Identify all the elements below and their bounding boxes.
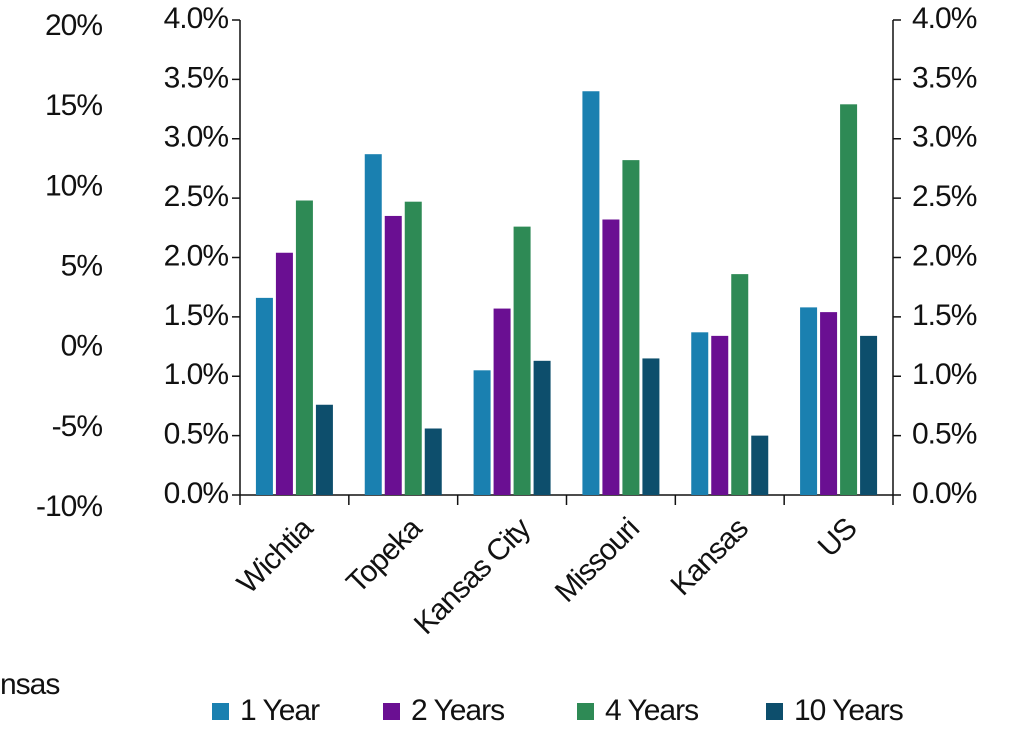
bar xyxy=(642,358,660,495)
bar xyxy=(424,428,442,495)
background-tick-label: 10% xyxy=(45,169,102,202)
bar xyxy=(384,215,402,495)
bar xyxy=(840,104,858,495)
bar xyxy=(255,297,273,495)
background-tick-label: 15% xyxy=(45,89,102,122)
background-tick-label: 20% xyxy=(45,9,102,42)
y-tick-label: 4.0% xyxy=(164,2,229,35)
bar xyxy=(860,335,878,495)
y-tick-label: 3.5% xyxy=(164,61,229,94)
y2-tick-label: 4.0% xyxy=(912,2,977,35)
legend-label: 10 Years xyxy=(794,694,903,727)
x-tick-label: US xyxy=(812,512,863,563)
x-tick-label: Topeka xyxy=(340,511,428,599)
legend-swatch xyxy=(212,703,229,720)
bar xyxy=(711,335,729,495)
background-tick-label: 5% xyxy=(61,249,103,282)
legend-swatch xyxy=(577,703,594,720)
bar xyxy=(800,307,818,495)
bar xyxy=(275,252,293,495)
y2-tick-label: 0.0% xyxy=(912,477,977,510)
bar xyxy=(364,154,382,495)
y2-tick-label: 2.5% xyxy=(912,180,977,213)
bar xyxy=(751,435,769,495)
background-tick-label: -10% xyxy=(36,490,102,523)
y-tick-label: 0.5% xyxy=(164,418,229,451)
y-tick-label: 1.5% xyxy=(164,299,229,332)
y-tick-label: 2.0% xyxy=(164,239,229,272)
bar xyxy=(820,312,838,495)
x-tick-label: Kansas City xyxy=(408,512,537,641)
background-tick-label: -5% xyxy=(52,410,103,443)
bar xyxy=(582,91,600,495)
bar xyxy=(404,201,422,495)
x-tick-label: Wichtia xyxy=(231,511,320,600)
bar xyxy=(731,274,749,495)
y-tick-label: 0.0% xyxy=(164,477,229,510)
y2-tick-label: 2.0% xyxy=(912,239,977,272)
y2-tick-label: 3.0% xyxy=(912,121,977,154)
legend-label: 1 Year xyxy=(240,694,320,727)
bar xyxy=(622,160,640,495)
bar xyxy=(493,308,511,495)
bar xyxy=(533,360,551,495)
legend-swatch xyxy=(383,703,400,720)
bar xyxy=(295,200,313,495)
background-tick-label: 0% xyxy=(61,330,103,363)
y2-tick-label: 1.5% xyxy=(912,299,977,332)
y-tick-label: 3.0% xyxy=(164,121,229,154)
y-tick-label: 2.5% xyxy=(164,180,229,213)
y-tick-label: 1.0% xyxy=(164,358,229,391)
legend-label: 2 Years xyxy=(411,694,504,727)
bar xyxy=(691,332,709,495)
bar xyxy=(473,370,491,495)
bar xyxy=(315,404,333,495)
annotation: nsas xyxy=(0,668,59,701)
bar xyxy=(513,226,531,495)
legend-label: 4 Years xyxy=(605,694,698,727)
legend-swatch xyxy=(766,703,783,720)
y2-tick-label: 3.5% xyxy=(912,61,977,94)
x-tick-label: Missouri xyxy=(549,512,646,609)
y2-tick-label: 0.5% xyxy=(912,418,977,451)
x-tick-label: Kansas xyxy=(664,512,754,602)
bar xyxy=(602,219,620,495)
y2-tick-label: 1.0% xyxy=(912,358,977,391)
